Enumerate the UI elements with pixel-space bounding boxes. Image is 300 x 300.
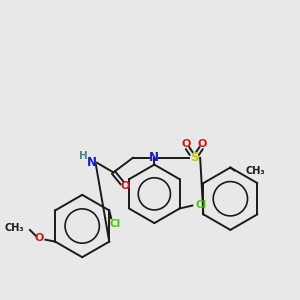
Text: CH₃: CH₃ (4, 223, 24, 233)
Text: N: N (149, 151, 159, 164)
Text: Cl: Cl (110, 219, 121, 229)
Text: O: O (35, 233, 44, 243)
Text: O: O (120, 181, 130, 191)
Text: O: O (182, 139, 191, 149)
Text: N: N (87, 156, 97, 169)
Text: O: O (197, 139, 207, 149)
Text: H: H (79, 151, 88, 161)
Text: CH₃: CH₃ (246, 167, 266, 176)
Text: Cl: Cl (195, 200, 206, 210)
Text: S: S (190, 151, 199, 164)
